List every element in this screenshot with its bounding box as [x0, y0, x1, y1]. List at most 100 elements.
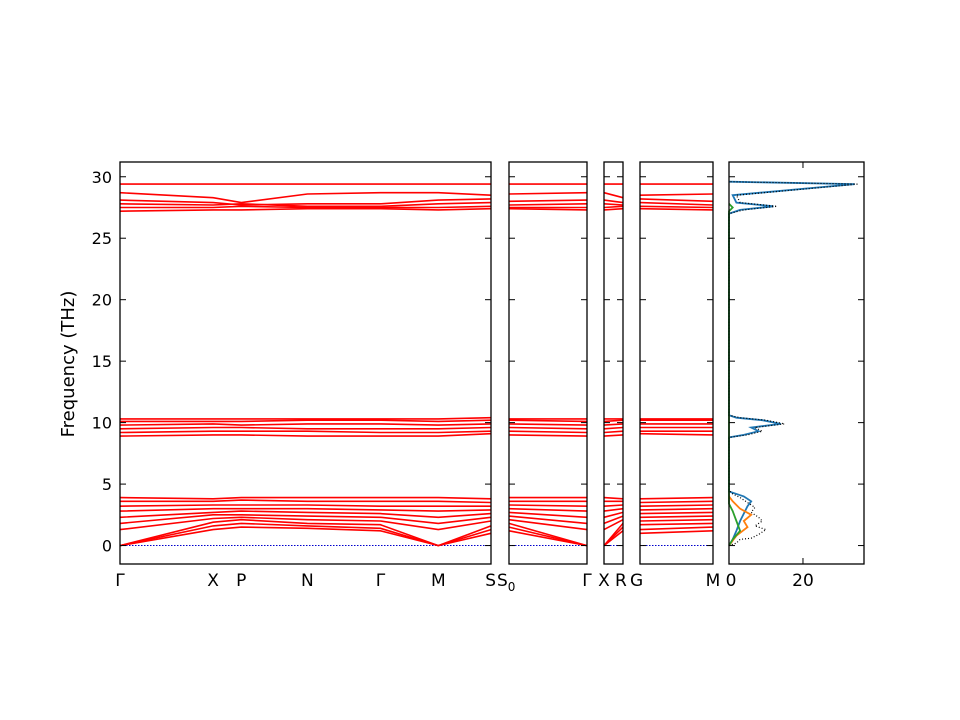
band-21 [119, 191, 492, 204]
band-1 [639, 530, 714, 535]
band-17 [603, 207, 624, 211]
band-19 [603, 203, 624, 206]
band-10 [639, 496, 714, 500]
y-tick-label: 5 [102, 475, 112, 494]
panel-frame [119, 161, 492, 565]
band-12 [119, 430, 492, 434]
x-tick-label: Γ [582, 571, 592, 591]
band-5 [119, 514, 492, 525]
band-5 [603, 515, 624, 525]
band-9 [639, 500, 714, 504]
panel-frame [508, 161, 588, 565]
band-17 [508, 207, 588, 211]
band-8 [603, 504, 624, 507]
x-tick-label: Γ [115, 571, 125, 591]
band-16 [120, 416, 492, 420]
band-14 [603, 423, 624, 426]
band-6 [119, 510, 492, 519]
band-15 [120, 419, 492, 423]
band-15 [508, 419, 588, 423]
band-8 [119, 504, 491, 507]
x-tick-label: X [598, 571, 610, 591]
band-6 [508, 511, 588, 519]
band-11 [508, 434, 588, 437]
band-3 [603, 522, 624, 547]
x-tick-label: Γ [376, 571, 386, 591]
band-15 [603, 419, 624, 423]
band-3 [639, 522, 714, 526]
band-6 [603, 511, 624, 519]
band-20 [603, 199, 624, 204]
band-20 [639, 198, 714, 203]
band-13 [508, 426, 588, 430]
band-19 [508, 203, 588, 206]
band-4 [508, 518, 588, 531]
y-tick-label: 15 [92, 352, 112, 371]
band-3 [119, 518, 492, 547]
band-21 [603, 191, 624, 199]
band-5 [639, 515, 714, 519]
dos-partial-1 [728, 180, 855, 547]
dos-x-tick-label: 20 [792, 571, 814, 591]
x-tick-label: S [485, 571, 496, 591]
y-tick-label: 30 [92, 168, 112, 187]
band-14 [119, 423, 492, 426]
x-tick-label: R [615, 571, 627, 591]
band-10 [603, 496, 624, 500]
y-tick-label: 10 [92, 414, 112, 433]
band-20 [508, 199, 588, 203]
band-9 [120, 499, 492, 504]
band-6 [639, 511, 714, 515]
y-tick-label: 0 [102, 537, 112, 556]
band-18 [603, 205, 624, 209]
dos-panel: 0 20 [726, 161, 865, 591]
dos-total [728, 181, 859, 547]
band-7 [508, 507, 588, 512]
band-7 [603, 507, 624, 512]
panel-frame [639, 161, 714, 565]
band-20 [119, 198, 492, 206]
band-3 [508, 522, 588, 547]
band-8 [508, 504, 588, 507]
x-tick-label: G [630, 571, 643, 591]
band-11 [119, 432, 492, 437]
band-17 [639, 207, 714, 211]
band-4 [603, 518, 624, 531]
band-5 [508, 515, 588, 525]
y-axis-label: Frequency (THz) [58, 291, 79, 438]
x-tick-label-subscript: 0 [508, 580, 516, 594]
dos-frame [728, 161, 865, 565]
y-tick-label: 25 [92, 229, 112, 248]
band-13 [603, 426, 624, 430]
band-10 [119, 496, 492, 500]
x-tick-label: S0 [497, 571, 515, 594]
x-tick-label: M [706, 571, 721, 591]
band-panel-2: S0 Γ [497, 161, 592, 594]
band-7 [639, 507, 714, 511]
band-12 [508, 430, 588, 434]
panel-frame [603, 161, 624, 565]
band-17 [119, 207, 492, 212]
band-19 [119, 201, 492, 208]
dos-x-tick-label: 0 [726, 571, 737, 591]
y-tick-label: 20 [92, 291, 112, 310]
band-4 [119, 516, 492, 531]
band-18 [120, 205, 492, 209]
band-11 [603, 434, 624, 437]
band-11 [639, 432, 714, 436]
band-18 [639, 205, 714, 209]
band-21 [639, 193, 714, 196]
band-14 [508, 423, 588, 426]
x-tick-label: M [431, 571, 446, 591]
band-4 [639, 518, 714, 522]
x-tick-label: P [236, 571, 246, 591]
band-panel-1: 0 5 10 15 20 25 30 Γ X P N Γ M S [92, 161, 496, 591]
band-13 [119, 426, 492, 430]
x-tick-label: X [207, 571, 219, 591]
band-2 [639, 526, 714, 531]
band-8 [639, 504, 714, 507]
